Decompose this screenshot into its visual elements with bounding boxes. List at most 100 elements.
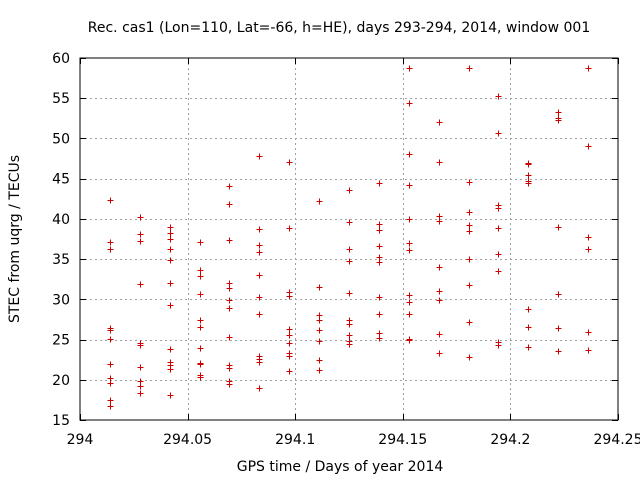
data-point (137, 214, 144, 221)
data-point (286, 293, 293, 300)
data-point (226, 237, 233, 244)
data-point (525, 324, 532, 331)
data-point (107, 397, 114, 404)
data-point (226, 334, 233, 341)
data-point (555, 109, 562, 116)
data-point (167, 224, 174, 231)
data-point (406, 65, 413, 72)
data-point (137, 231, 144, 238)
data-point (107, 336, 114, 343)
data-point (107, 380, 114, 387)
data-point (346, 341, 353, 348)
data-point (495, 130, 502, 137)
data-point (316, 284, 323, 291)
data-point (436, 218, 443, 225)
data-point (137, 390, 144, 397)
data-point (525, 180, 532, 187)
data-point (107, 239, 114, 246)
data-point (406, 240, 413, 247)
data-point (256, 385, 263, 392)
data-point (555, 348, 562, 355)
data-point (197, 291, 204, 298)
x-axis: 294 294.05 294.1 294.15 294.2 294.25 (67, 58, 640, 448)
data-point (585, 143, 592, 150)
data-point (256, 294, 263, 301)
data-point (346, 332, 353, 339)
data-point (316, 198, 323, 205)
data-point (286, 368, 293, 375)
data-point (286, 326, 293, 333)
data-point (466, 282, 473, 289)
data-point (197, 361, 204, 368)
y-tick-label: 60 (52, 51, 70, 67)
data-point (256, 153, 263, 160)
y-tick-label: 45 (52, 172, 70, 188)
data-point (167, 392, 174, 399)
y-axis: 15 20 25 30 35 40 45 50 55 60 (52, 51, 618, 429)
data-point (346, 187, 353, 194)
data-point (286, 225, 293, 232)
data-point (495, 93, 502, 100)
data-point (197, 324, 204, 331)
data-point (256, 242, 263, 249)
data-point (346, 290, 353, 297)
data-point (256, 272, 263, 279)
data-point (226, 285, 233, 292)
data-point (406, 216, 413, 223)
data-point (346, 219, 353, 226)
data-point (406, 151, 413, 158)
data-point (197, 374, 204, 381)
data-point (346, 246, 353, 253)
x-tick-label: 294.1 (275, 432, 315, 448)
data-point (466, 256, 473, 263)
data-point (466, 354, 473, 361)
data-point (137, 281, 144, 288)
data-point (495, 251, 502, 258)
data-point (406, 247, 413, 254)
data-point (376, 180, 383, 187)
data-point (226, 365, 233, 372)
data-point (436, 159, 443, 166)
data-point (585, 347, 592, 354)
data-point (466, 228, 473, 235)
data-point (376, 221, 383, 228)
data-point (137, 364, 144, 371)
data-point (226, 297, 233, 304)
data-point (286, 353, 293, 360)
data-point (137, 342, 144, 349)
data-point (555, 117, 562, 124)
data-point (376, 335, 383, 342)
data-point (197, 267, 204, 274)
chart-title: Rec. cas1 (Lon=110, Lat=-66, h=HE), days… (88, 20, 590, 36)
data-point (585, 246, 592, 253)
data-point (226, 305, 233, 312)
data-point (107, 327, 114, 334)
data-point (436, 288, 443, 295)
y-tick-label: 35 (52, 252, 70, 268)
data-point (495, 342, 502, 349)
y-tick-label: 50 (52, 131, 70, 147)
data-point (406, 299, 413, 306)
data-point (585, 234, 592, 241)
data-point (197, 273, 204, 280)
x-tick-label: 294 (67, 432, 94, 448)
data-point (107, 403, 114, 410)
data-point (226, 381, 233, 388)
x-axis-title: GPS time / Days of year 2014 (237, 459, 444, 475)
data-point (406, 292, 413, 299)
data-point (495, 225, 502, 232)
y-tick-label: 15 (52, 413, 70, 429)
data-point (406, 311, 413, 318)
data-point (585, 329, 592, 336)
data-point (466, 319, 473, 326)
data-point (137, 238, 144, 245)
data-point (226, 201, 233, 208)
data-point (436, 331, 443, 338)
data-point (286, 159, 293, 166)
data-point (316, 327, 323, 334)
data-point (406, 182, 413, 189)
data-point (256, 249, 263, 256)
data-point (226, 183, 233, 190)
data-point (525, 306, 532, 313)
data-point (376, 243, 383, 250)
